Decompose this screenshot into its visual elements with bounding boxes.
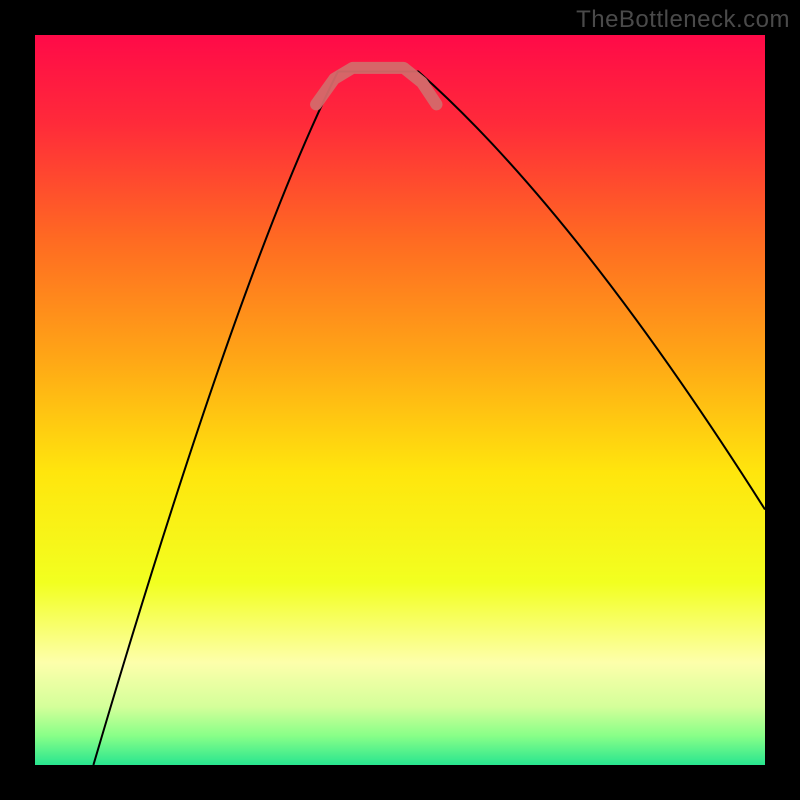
plot-area (35, 35, 765, 765)
chart-frame: TheBottleneck.com (0, 0, 800, 800)
bottleneck-curve (93, 72, 765, 766)
valley-marker (316, 68, 436, 105)
plot-svg (35, 35, 765, 765)
watermark-text: TheBottleneck.com (576, 6, 790, 34)
